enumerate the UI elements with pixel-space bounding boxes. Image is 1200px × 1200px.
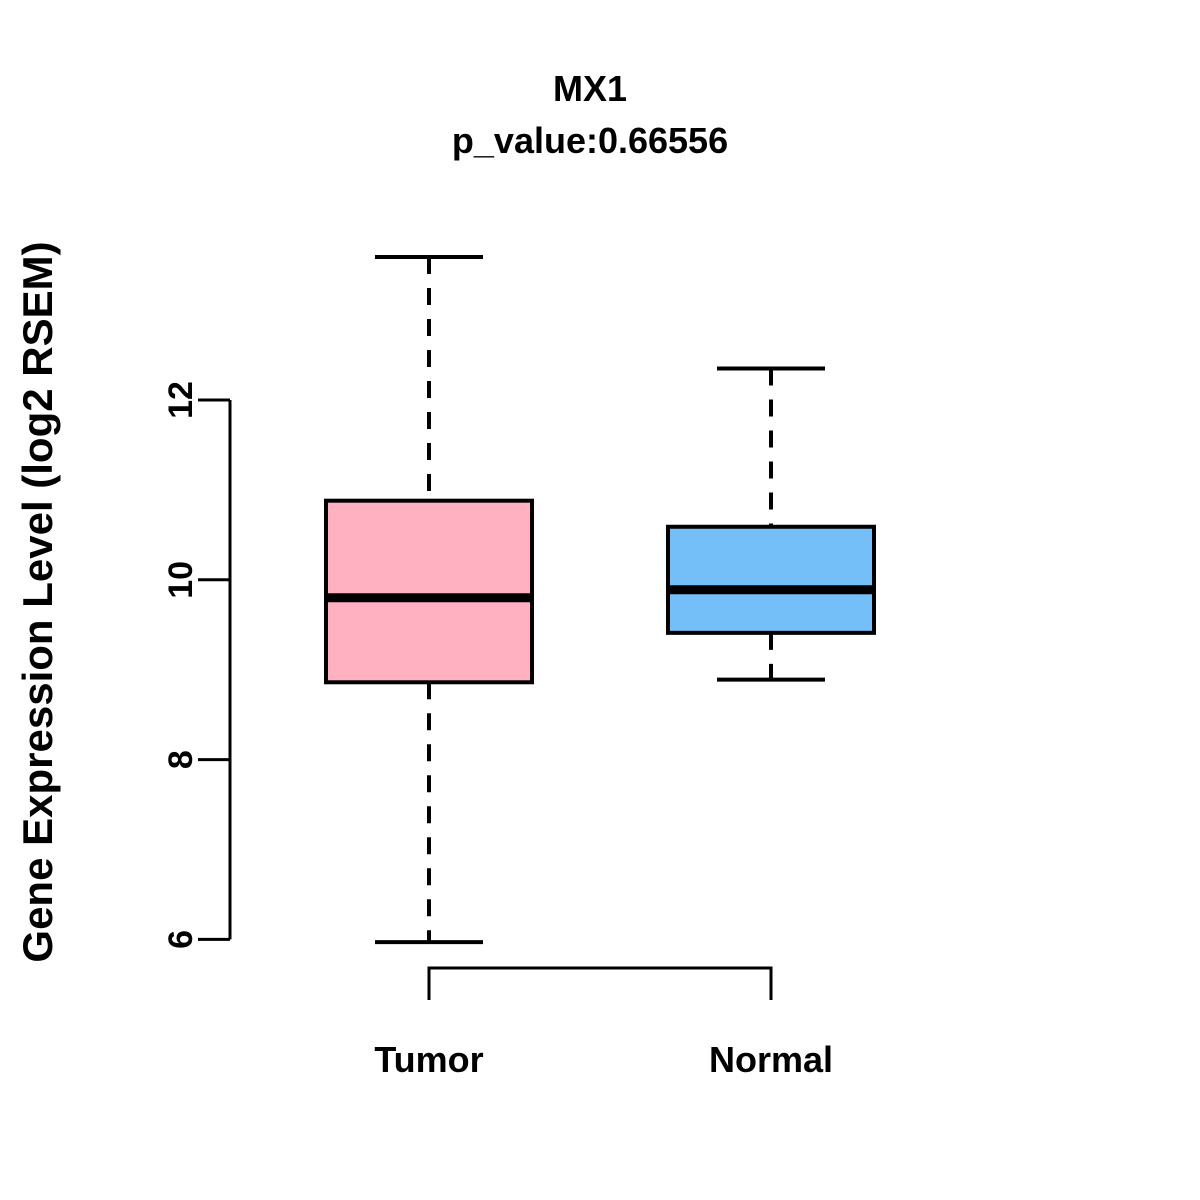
normal-box — [666, 524, 876, 635]
x-axis-bracket — [427, 966, 773, 1000]
chart-title: MX1 — [553, 68, 627, 109]
y-tick-label: 6 — [162, 930, 200, 949]
x-label-normal: Normal — [709, 1039, 833, 1080]
y-tick-label: 8 — [162, 750, 200, 769]
plot-area: 6 8 10 12 Tumor Normal — [162, 255, 876, 1080]
y-tick-label: 12 — [162, 381, 200, 419]
tumor-box — [324, 498, 534, 685]
chart-subtitle: p_value:0.66556 — [452, 120, 728, 161]
y-tick-label: 10 — [162, 561, 200, 599]
y-axis-label: Gene Expression Level (log2 RSEM) — [14, 241, 61, 962]
x-label-tumor: Tumor — [374, 1039, 483, 1080]
